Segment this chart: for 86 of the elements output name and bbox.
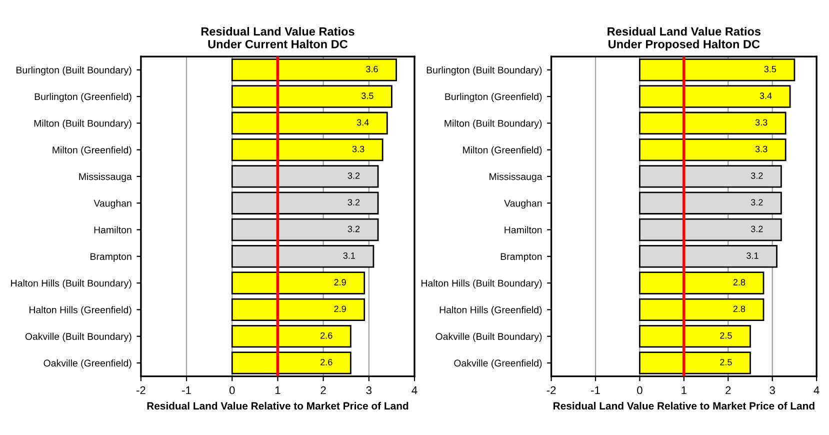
bar <box>231 324 352 348</box>
y-tick-label: Halton Hills (Built Boundary) <box>421 280 542 289</box>
y-tick-label: Oakville (Built Boundary) <box>436 332 542 342</box>
data-label: 2.5 <box>720 358 732 366</box>
y-tick-label: Vaughan <box>504 200 542 209</box>
y-tick-label: Burlington (Greenfield) <box>34 92 132 102</box>
y-tick-label: Milton (Greenfield) <box>52 146 132 156</box>
y-tick-label: Oakville (Built Boundary) <box>25 332 132 342</box>
y-tick-label: Hamilton <box>504 226 542 234</box>
bar <box>231 138 384 162</box>
y-tick-label: Vaughan <box>94 200 132 209</box>
y-tick-label: Burlington (Built Boundary) <box>16 66 132 76</box>
data-label: 2.8 <box>733 279 746 286</box>
x-tick-label: 1 <box>275 386 280 394</box>
y-tick-label: Milton (Built Boundary) <box>34 120 132 129</box>
data-label: 2.9 <box>334 306 346 312</box>
data-label: 3.5 <box>764 66 776 72</box>
data-label: 3.1 <box>746 252 758 259</box>
y-tick-label: Milton (Greenfield) <box>463 146 542 156</box>
x-tick-label: 0 <box>637 386 642 394</box>
data-label: 3.1 <box>343 252 356 259</box>
bar <box>231 112 388 135</box>
y-tick-label: Brampton <box>500 253 542 262</box>
data-label: 3.2 <box>750 199 763 206</box>
bar <box>639 218 782 242</box>
bar <box>639 112 786 135</box>
y-tick-label: Mississauga <box>490 172 542 182</box>
data-label: 3.4 <box>356 119 369 126</box>
data-label: 3.4 <box>760 92 772 99</box>
bar <box>231 298 366 322</box>
bar <box>639 298 764 322</box>
bar <box>231 245 374 268</box>
chart-title: Residual Land Value Ratios Under Current Halton DC <box>201 26 354 48</box>
y-tick-label: Hamilton <box>94 226 132 234</box>
data-label: 2.5 <box>720 332 732 339</box>
data-label: 3.3 <box>352 146 364 152</box>
bar <box>639 138 786 162</box>
data-label: 3.2 <box>348 172 360 179</box>
bar <box>639 85 791 108</box>
bar <box>639 272 764 294</box>
x-tick-label: -1 <box>182 386 191 394</box>
bar <box>639 192 782 214</box>
x-tick-label: 1 <box>682 386 686 394</box>
x-tick-label: -1 <box>591 386 600 394</box>
data-label: 2.8 <box>733 306 746 312</box>
bar <box>231 192 379 214</box>
x-axis-title: Residual Land Value Relative to Market Price of Land <box>147 402 408 410</box>
y-tick-label: Halton Hills (Greenfield) <box>440 306 542 316</box>
data-label: 2.6 <box>320 358 332 366</box>
y-tick-label: Oakville (Greenfield) <box>44 359 132 368</box>
y-tick-label: Halton Hills (Greenfield) <box>30 306 132 316</box>
data-label: 3.2 <box>348 199 360 206</box>
y-tick-label: Mississauga <box>79 172 132 182</box>
data-label: 3.2 <box>750 172 763 179</box>
x-tick-label: 3 <box>770 386 775 394</box>
data-label: 3.5 <box>361 92 374 99</box>
y-tick-label: Burlington (Built Boundary) <box>426 66 542 76</box>
bar <box>231 165 379 188</box>
bar <box>639 245 778 268</box>
bar <box>231 85 392 108</box>
data-label: 3.2 <box>750 226 763 232</box>
x-tick-label: 4 <box>814 386 820 394</box>
y-tick-label: Oakville (Greenfield) <box>454 359 542 368</box>
y-tick-label: Burlington (Greenfield) <box>445 92 542 102</box>
data-label: 3.6 <box>366 66 378 72</box>
data-label: 3.3 <box>755 119 768 126</box>
x-tick-label: 2 <box>726 386 731 394</box>
data-label: 3.2 <box>348 226 360 232</box>
x-tick-label: 4 <box>412 386 418 394</box>
y-tick-label: Brampton <box>90 253 132 262</box>
y-tick-label: Halton Hills (Built Boundary) <box>11 280 132 289</box>
data-label: 3.3 <box>755 146 768 152</box>
bar <box>639 324 751 348</box>
bar <box>639 165 782 188</box>
x-tick-label: 2 <box>320 386 326 394</box>
x-tick-label: -2 <box>546 386 556 394</box>
y-tick-label: Milton (Built Boundary) <box>444 120 542 129</box>
data-label: 2.6 <box>320 332 332 339</box>
x-tick-label: 0 <box>229 386 235 394</box>
x-tick-label: -2 <box>136 386 146 394</box>
data-label: 2.9 <box>334 279 346 286</box>
bar <box>231 272 366 294</box>
x-axis-title: Residual Land Value Relative to Market Price of Land <box>554 402 814 410</box>
bar <box>231 218 379 242</box>
chart-title: Residual Land Value Ratios Under Proposed Halton DC <box>608 26 761 51</box>
x-tick-label: 3 <box>366 386 372 394</box>
